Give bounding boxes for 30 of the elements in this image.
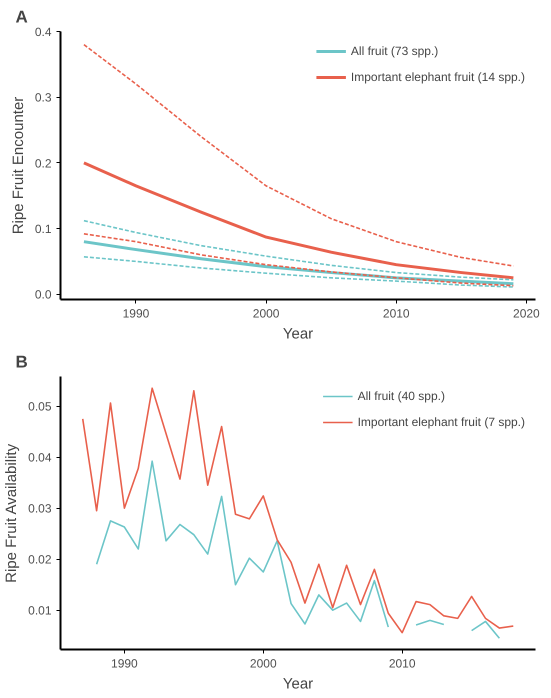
chart-title: A bbox=[16, 8, 28, 26]
y-tick-label: 0.3 bbox=[34, 90, 52, 105]
y-tick-label: 0.03 bbox=[28, 502, 52, 516]
x-tick-label: 2010 bbox=[382, 306, 410, 320]
x-tick-label: 1990 bbox=[122, 306, 150, 320]
chart-title: B bbox=[16, 352, 28, 372]
line-series bbox=[83, 233, 514, 287]
x-tick-label: 1990 bbox=[111, 656, 138, 670]
y-tick-label: 0.0 bbox=[34, 288, 52, 302]
y-tick-label: 0.01 bbox=[28, 604, 52, 618]
x-axis-title: Year bbox=[282, 326, 314, 342]
y-tick-label: 0.2 bbox=[34, 156, 52, 170]
y-tick-label: 0.04 bbox=[28, 450, 52, 465]
y-tick-label: 0.05 bbox=[28, 400, 52, 414]
y-axis-title: Ripe Fruit Encounter bbox=[10, 96, 27, 234]
x-tick-label: 2000 bbox=[252, 306, 280, 320]
y-axis-title: Ripe Fruit Availability bbox=[3, 443, 20, 583]
y-tick-label: 0.1 bbox=[34, 222, 52, 236]
y-tick-label: 0.02 bbox=[28, 552, 52, 567]
y-tick-label: 0.4 bbox=[34, 25, 52, 39]
x-tick-label: 2000 bbox=[250, 656, 277, 670]
line-series bbox=[83, 220, 514, 281]
x-tick-label: 2010 bbox=[388, 656, 416, 670]
x-tick-label: 2020 bbox=[513, 306, 540, 320]
line-series bbox=[82, 161, 515, 280]
legend-label: Important elephant fruit (14 spp.) bbox=[350, 70, 525, 84]
x-axis-title: Year bbox=[282, 676, 314, 692]
legend-label: All fruit (73 spp.) bbox=[350, 44, 438, 58]
legend-label: Important elephant fruit (7 spp.) bbox=[358, 415, 525, 429]
legend-label: All fruit (40 spp.) bbox=[358, 389, 445, 403]
